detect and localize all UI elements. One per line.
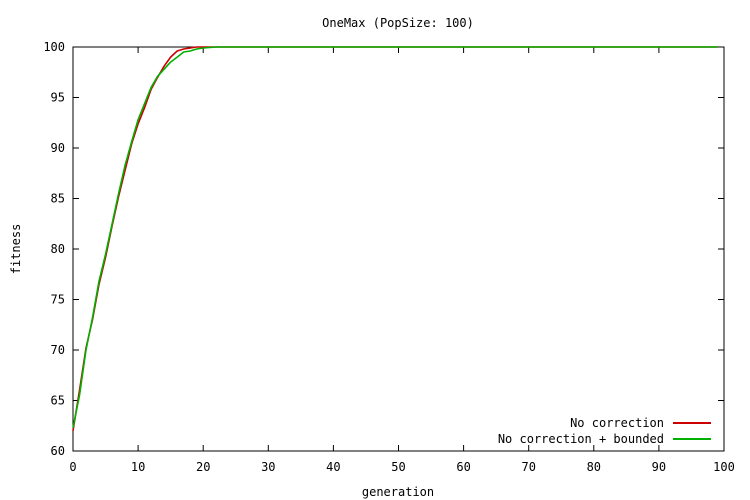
- x-tick-label: 10: [131, 460, 145, 474]
- legend-label-2: No correction + bounded: [498, 432, 664, 446]
- y-tick-label: 95: [51, 91, 65, 105]
- y-tick-label: 85: [51, 192, 65, 206]
- y-tick-label: 65: [51, 394, 65, 408]
- x-axis-label: generation: [362, 485, 434, 499]
- plot-area-frame: [72, 46, 725, 452]
- y-axis-ticks: 60 65 70 75 80 85 90 95 100: [43, 40, 724, 458]
- x-tick-label: 50: [391, 460, 405, 474]
- x-tick-label: 80: [587, 460, 601, 474]
- x-tick-label: 0: [69, 460, 76, 474]
- y-tick-label: 100: [43, 40, 65, 54]
- series-line-1: [72, 46, 718, 431]
- x-tick-label: 30: [261, 460, 275, 474]
- y-tick-label: 90: [51, 141, 65, 155]
- y-tick-label: 60: [51, 444, 65, 458]
- chart-title: OneMax (PopSize: 100): [322, 16, 474, 30]
- x-tick-label: 20: [196, 460, 210, 474]
- y-axis-label: fitness: [9, 224, 23, 275]
- y-tick-label: 75: [51, 293, 65, 307]
- x-axis-ticks: 0 10 20 30 40 50 60 70 80 90 100: [69, 47, 735, 474]
- x-tick-label: 60: [456, 460, 470, 474]
- x-tick-label: 70: [521, 460, 535, 474]
- y-tick-label: 70: [51, 343, 65, 357]
- x-tick-label: 40: [326, 460, 340, 474]
- series-line-2: [72, 46, 718, 428]
- y-tick-label: 80: [51, 242, 65, 256]
- x-tick-label: 90: [652, 460, 666, 474]
- series-lines: [72, 46, 718, 431]
- x-tick-label: 100: [713, 460, 735, 474]
- legend: No correction No correction + bounded: [498, 416, 711, 446]
- legend-label-1: No correction: [570, 416, 664, 430]
